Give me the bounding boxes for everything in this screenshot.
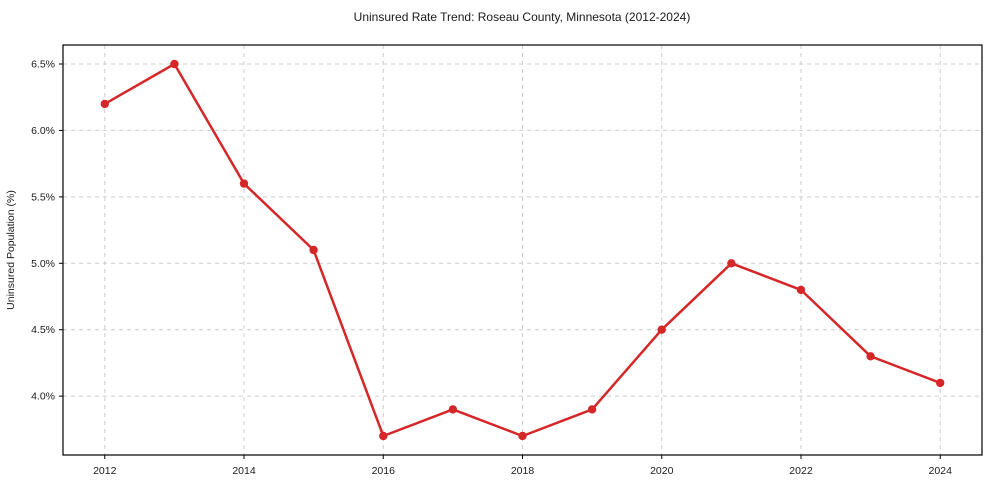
y-tick-label: 5.0% xyxy=(31,258,55,270)
x-tick-label: 2014 xyxy=(232,465,256,477)
data-point-marker xyxy=(657,325,666,334)
data-point-marker xyxy=(170,59,179,69)
data-point-marker xyxy=(448,405,458,414)
x-tick-label: 2024 xyxy=(929,465,953,477)
data-point-marker xyxy=(100,99,110,109)
data-point-marker xyxy=(936,378,945,388)
grid-layer xyxy=(63,45,982,455)
data-point-marker xyxy=(239,179,249,188)
x-tick-label: 2012 xyxy=(93,465,117,477)
y-tick-label: 6.5% xyxy=(31,58,55,70)
x-tick-label: 2020 xyxy=(650,465,674,477)
y-tick-label: 5.5% xyxy=(31,191,55,203)
y-tick-label: 6.0% xyxy=(31,125,55,137)
data-point-marker xyxy=(587,405,597,414)
x-tick-label: 2018 xyxy=(511,465,535,477)
data-point-marker xyxy=(796,285,806,295)
data-point-marker xyxy=(309,245,318,255)
y-tick-label: 4.5% xyxy=(31,324,55,336)
axis-layer: 4.0% 4.5% 5.0% 5.5% 6.0% 6.5% 2012 2014 2016 2018… xyxy=(31,44,983,477)
chart-title: Uninsured Rate Trend: Roseau County, Min… xyxy=(354,10,691,24)
data-point-marker xyxy=(866,352,875,361)
series-layer xyxy=(100,59,945,441)
x-tick-label: 2022 xyxy=(789,465,813,477)
y-tick-label: 4.0% xyxy=(31,391,55,403)
data-point-marker xyxy=(727,259,736,268)
y-axis-label: Uninsured Population (%) xyxy=(5,190,17,310)
x-tick-label: 2016 xyxy=(372,465,396,477)
data-point-marker xyxy=(379,431,388,441)
data-point-marker xyxy=(518,431,527,441)
plot-frame xyxy=(62,44,983,456)
